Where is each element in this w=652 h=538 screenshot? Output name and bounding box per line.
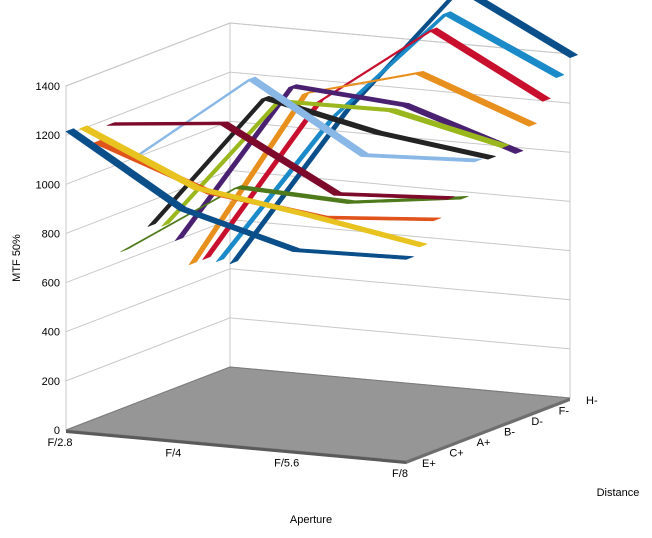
series-ribbon-segment	[442, 11, 565, 78]
gridline	[65, 317, 571, 382]
series-ribbon-segment	[292, 248, 414, 260]
series-ribbon-segment	[305, 213, 428, 248]
x-tick-label: F/2.8	[47, 437, 72, 449]
y-tick-label: 1400	[36, 81, 60, 93]
gridline	[65, 219, 571, 284]
z-tick-label: H-	[586, 395, 598, 407]
floor-edge	[66, 430, 406, 464]
x-tick-label: F/5.6	[274, 458, 299, 470]
series-ribbon-segment	[428, 27, 551, 102]
z-tick-label: C+	[449, 448, 463, 460]
chart-floor	[65, 366, 571, 464]
chart-series	[65, 0, 578, 266]
x-tick-label: F/8	[392, 468, 408, 480]
z-tick-label: F-	[559, 406, 570, 418]
z-tick-label: B-	[504, 427, 515, 439]
y-tick-label: 400	[42, 327, 60, 339]
series-ribbon-segment	[387, 108, 510, 149]
series-ribbon-segment	[473, 0, 578, 59]
z-axis-title: Distance	[597, 487, 640, 499]
y-tick-label: 1000	[36, 179, 60, 191]
y-tick-label: 1200	[36, 130, 60, 142]
z-tick-label: D-	[531, 416, 543, 428]
z-tick-label: E+	[422, 458, 436, 470]
z-tick-label: A+	[477, 437, 491, 449]
series-ribbon-segment	[374, 131, 496, 160]
series-ribbon-segment	[333, 192, 455, 200]
x-tick-label: F/4	[165, 447, 181, 459]
chart-walls	[65, 22, 571, 431]
y-axis-title: MTF 50%	[11, 234, 23, 282]
gridline	[65, 268, 571, 333]
y-tick-label: 0	[54, 425, 60, 437]
series-ribbon-segment	[106, 121, 229, 126]
chart-tick-labels: 0 200 400 600 800 1000 1200 1400 F/2.8 F/4 F/5.6 F/…	[36, 81, 598, 480]
y-tick-label: 600	[42, 278, 60, 290]
series-ribbon-segment	[360, 153, 483, 163]
y-tick-label: 200	[42, 376, 60, 388]
series-ribbon-segment	[415, 71, 537, 127]
y-tick-label: 800	[42, 228, 60, 240]
x-axis-title: Aperture	[290, 514, 332, 526]
floor-edge	[406, 398, 570, 464]
